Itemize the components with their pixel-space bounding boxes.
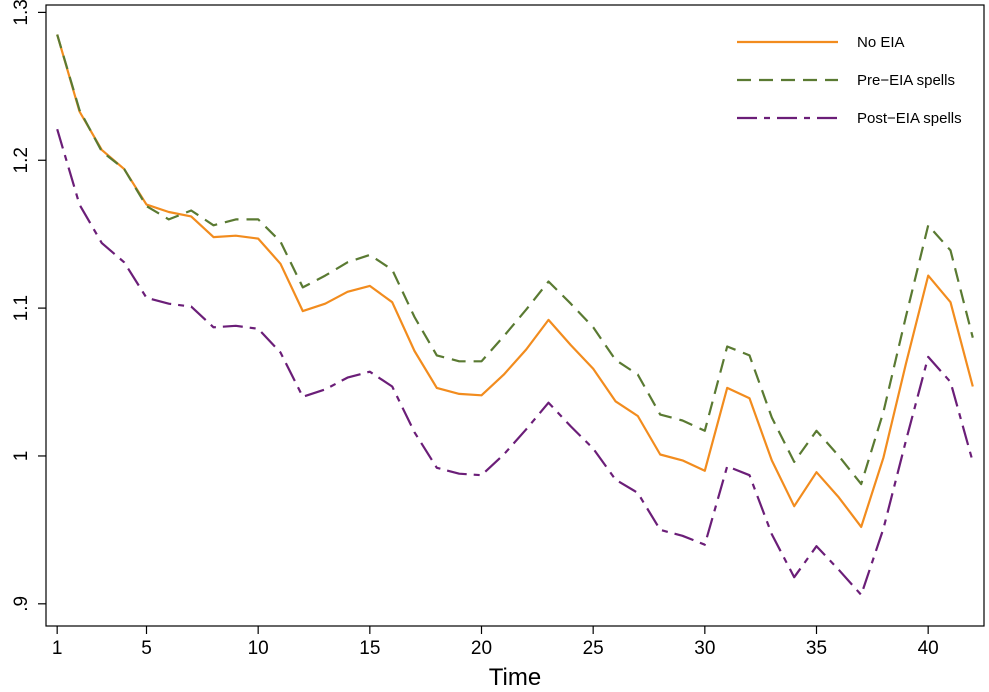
x-tick-label: 1	[52, 638, 63, 659]
series-line-2	[56, 34, 974, 486]
x-tick-label: 10	[248, 638, 269, 659]
x-axis-title: Time	[489, 664, 541, 691]
series-line-1	[56, 34, 974, 529]
y-tick-label: 1.1	[11, 295, 32, 321]
x-tick-label: 25	[583, 638, 604, 659]
x-axis: 1 5 10 15 20 25 30 35 40	[52, 626, 939, 659]
x-tick-label: 40	[918, 638, 939, 659]
legend-label-1: No EIA	[857, 34, 905, 51]
y-axis: .9 1 1.1 1.2 1.3	[11, 0, 46, 612]
x-tick-label: 5	[141, 638, 152, 659]
x-tick-label: 15	[359, 638, 380, 659]
y-tick-label: 1.2	[11, 147, 32, 173]
series-layer	[56, 34, 974, 597]
legend-label-2: Pre−EIA spells	[857, 72, 955, 89]
y-tick-label: .9	[11, 596, 32, 612]
plot-frame	[45, 4, 985, 627]
x-tick-label: 30	[694, 638, 715, 659]
legend: No EIA Pre−EIA spells Post−EIA spells	[737, 34, 962, 127]
legend-label-3: Post−EIA spells	[857, 110, 962, 127]
x-tick-label: 35	[806, 638, 827, 659]
series-line-3	[56, 128, 974, 597]
y-tick-label: 1	[11, 451, 32, 462]
y-tick-label: 1.3	[11, 0, 32, 26]
x-tick-label: 20	[471, 638, 492, 659]
